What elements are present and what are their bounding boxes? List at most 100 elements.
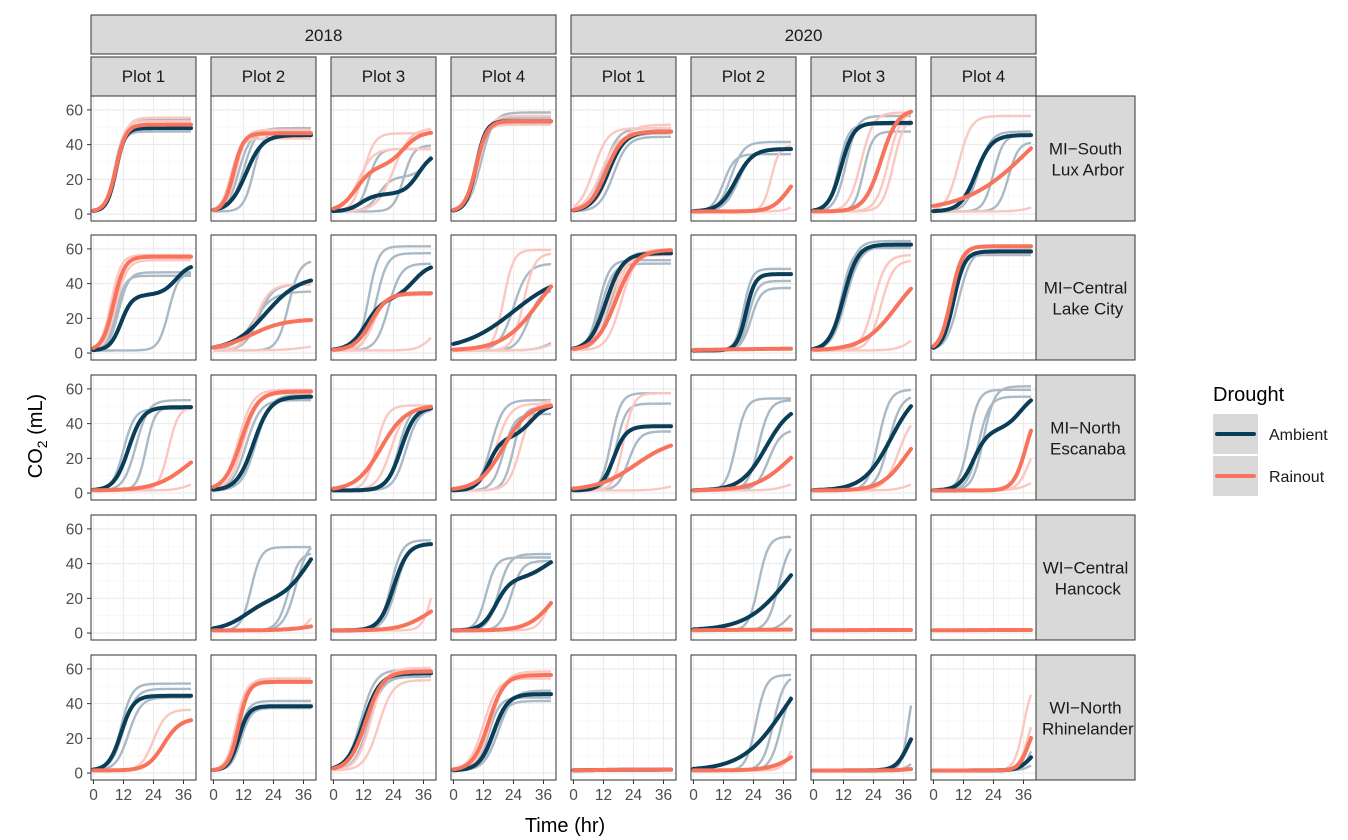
rainout-mean-line [331,404,433,491]
plot-strip-label: Plot 4 [482,67,525,86]
site-strip-line: Hancock [1050,580,1121,599]
rainout-replicate-line [933,114,1031,211]
rainout-mean-line [451,403,553,491]
rainout-mean-line [931,428,1033,493]
panel-border [450,514,557,641]
panel [91,655,196,780]
panel-border [450,654,557,781]
rainout-mean-line [571,443,673,491]
y-tick-label: 20 [66,172,84,189]
panel-border [330,374,437,501]
ambient-mean-line [931,133,1033,214]
y-tick-label: 20 [66,591,84,608]
y-tick-label: 0 [74,486,83,503]
panel [211,235,316,360]
y-axis-title-unit: (mL) [25,394,47,441]
rainout-replicate-line [572,126,671,208]
panel [91,515,196,640]
rainout-mean-line [91,122,193,213]
plot-strip [930,56,1037,97]
legend-label-ambient: Ambient [1269,427,1328,444]
plot-strip-label: Plot 4 [962,67,1005,86]
panel [571,235,676,360]
site-strip-line: MI−Central [1044,279,1128,298]
site-strip-line: Lake City [1048,300,1124,319]
ambient-mean-line [451,284,553,346]
rainout-mean-line [571,129,673,212]
site-strip-line: Escanaba [1045,440,1126,459]
rainout-mean-line [451,601,553,633]
panel [331,235,436,360]
ambient-mean-line [811,242,913,351]
panel [571,515,676,640]
site-strip-line: MI−North [1050,419,1120,438]
panel [91,375,196,500]
x-tick-label: 24 [745,787,763,804]
site-strip-line: MI−South [1049,140,1122,159]
rainout-replicate-line [93,259,191,351]
year-strip [90,14,557,55]
panel [811,375,916,500]
x-tick-label: 12 [115,787,132,804]
panel-border [210,514,317,641]
panel-border [570,95,677,222]
y-tick-label: 60 [66,241,84,258]
ambient-replicate-line [573,135,671,213]
rainout-replicate-line [333,336,432,352]
panel-border [210,234,317,361]
rainout-mean-line [931,146,1033,208]
y-tick-label: 40 [66,276,84,293]
x-tick-label: 12 [715,787,732,804]
x-tick-label: 24 [145,787,163,804]
panel [571,375,676,500]
rainout-replicate-line [933,206,1032,213]
x-tick-label: 0 [329,787,338,804]
panel-border [570,374,677,501]
plot-strip [330,56,437,97]
panel [331,375,436,500]
panel-border [810,514,917,641]
site-strip-label: MI−South Lux Arbor [1047,140,1125,180]
rainout-mean-line [331,669,433,771]
panel-background [91,375,196,500]
x-tick-label: 12 [595,787,612,804]
ambient-mean-line [571,424,673,493]
panel [811,235,916,360]
y-tick-label: 40 [66,556,84,573]
rainout-mean-line [931,736,1033,773]
ambient-mean-line [331,406,433,493]
plot-strip-label: Plot 1 [122,67,165,86]
panel-border [930,514,1037,641]
panel-border [330,95,437,222]
y-axis-title-main: CO [25,448,47,478]
panel [931,235,1036,360]
rainout-mean-line [211,131,313,212]
panel-border [90,654,197,781]
panel-border [90,514,197,641]
x-tick-label: 0 [689,787,698,804]
x-axis-title: Time (hr) [525,815,605,837]
site-strip-line: WI−Central [1043,559,1129,578]
plot-strip-label: Plot 2 [242,67,285,86]
panel-border [330,234,437,361]
y-tick-label: 40 [66,696,84,713]
plot-strip [210,56,317,97]
panel-border [690,654,797,781]
y-axis-title: CO2 (mL) [25,394,50,478]
plot-strip-label: Plot 2 [722,67,765,86]
rainout-mean-line [691,755,793,773]
ambient-mean-line [931,249,1033,350]
panel-border [210,654,317,781]
panel [451,515,556,640]
x-tick-label: 24 [985,787,1003,804]
panel-border [690,514,797,641]
rainout-mean-line [571,767,673,773]
x-tick-label: 36 [175,787,192,804]
y-tick-label: 60 [66,381,84,398]
y-tick-label: 20 [66,311,84,328]
plot-strip [450,56,557,97]
panel-border [330,654,437,781]
site-strip-label: WI−Central Hancock [1043,559,1129,599]
panel [331,96,436,221]
ambient-mean-line [451,404,553,493]
